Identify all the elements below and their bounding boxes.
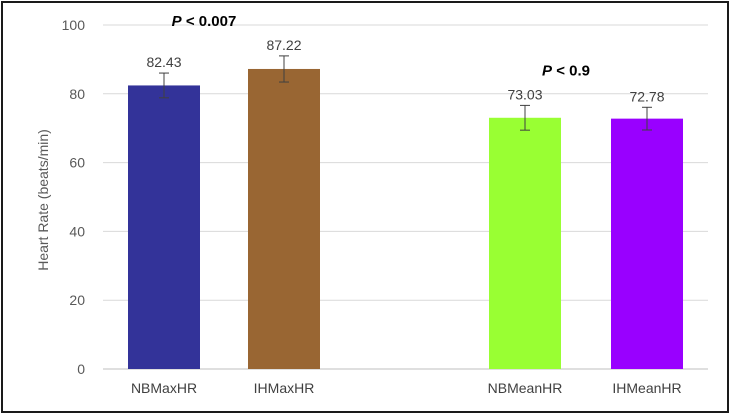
value-label: 73.03: [507, 86, 542, 102]
value-labels: 82.43 87.22 73.03 72.78: [146, 37, 664, 104]
category-label: NBMaxHR: [131, 380, 197, 396]
value-label: 82.43: [146, 54, 181, 70]
category-label: IHMaxHR: [254, 380, 315, 396]
p-value-annotations: P < 0.007 P < 0.9: [172, 13, 590, 80]
p-value-note: P < 0.9: [542, 62, 590, 79]
y-tick-label: 0: [77, 361, 85, 377]
y-tick-label: 20: [69, 292, 85, 308]
p-value-note: P < 0.007: [172, 13, 237, 30]
value-label: 72.78: [629, 88, 664, 104]
category-labels: NBMaxHR IHMaxHR NBMeanHR IHMeanHR: [131, 380, 682, 396]
value-label: 87.22: [266, 37, 301, 53]
y-tick-label: 80: [69, 86, 85, 102]
gridlines: [103, 24, 708, 370]
chart-frame: [1, 1, 729, 413]
category-label: IHMeanHR: [612, 380, 681, 396]
y-axis-label: Heart Rate (beats/min): [35, 129, 51, 271]
bar: [248, 68, 320, 370]
y-axis-ticks: 0 20 40 60 80 100: [62, 17, 86, 377]
bar: [128, 85, 200, 370]
bar: [489, 117, 561, 370]
bar: [611, 118, 683, 369]
y-tick-label: 100: [62, 17, 86, 33]
error-bars: [159, 55, 652, 131]
bars: [128, 68, 683, 370]
y-tick-label: 40: [69, 223, 85, 239]
y-tick-label: 60: [69, 155, 85, 171]
category-label: NBMeanHR: [488, 380, 563, 396]
